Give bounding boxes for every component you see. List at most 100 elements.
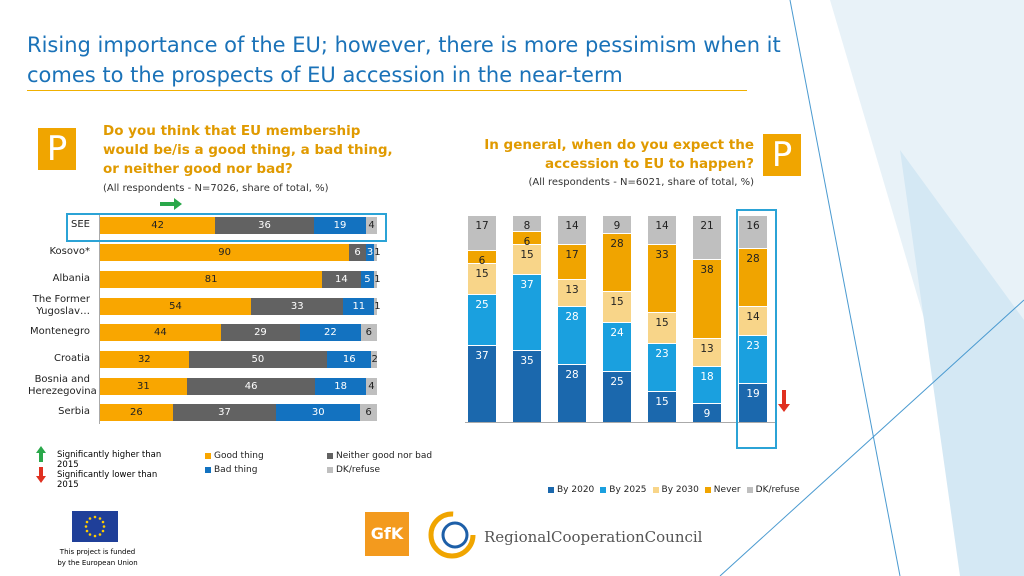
bar-segment: 37 xyxy=(172,404,277,421)
right-legend: By 2020 By 2025 By 2030 Never DK/refuse xyxy=(548,485,800,495)
legend-lower: Significantly lower than 2015 xyxy=(57,470,158,490)
category-label: The Former Yugoslav… xyxy=(32,294,90,317)
column-segment: 37 xyxy=(468,345,496,422)
column-segment: 14 xyxy=(648,215,676,244)
bar-segment: 31 xyxy=(100,378,187,395)
column-segment: 15 xyxy=(603,290,631,322)
eu-funding-text: This project is funded by the European U… xyxy=(57,548,138,567)
category-label: Serbia xyxy=(58,406,90,417)
legend-swatch xyxy=(205,453,211,459)
column-segment: 6 xyxy=(513,231,541,248)
up-arrow-icon xyxy=(160,198,182,210)
column-segment: 14 xyxy=(739,306,767,336)
bar-segment: 22 xyxy=(300,324,361,341)
left-note: (All respondents - N=7026, share of tota… xyxy=(103,183,329,194)
bar-segment: 54 xyxy=(100,298,252,315)
column-segment: 18 xyxy=(693,365,721,404)
column-segment: 16 xyxy=(739,215,767,249)
legend-item: Good thing xyxy=(205,451,327,461)
legend-swatch xyxy=(327,467,333,473)
bar-segment: 44 xyxy=(100,324,221,341)
legend-swatch xyxy=(327,453,333,459)
column-segment: 8 xyxy=(513,215,541,232)
column-segment: 28 xyxy=(603,233,631,291)
legend-swatch xyxy=(548,487,554,493)
bar-segment: 32 xyxy=(100,351,189,368)
see-highlight-right xyxy=(736,209,777,449)
left-question: Do you think that EU membership would be… xyxy=(103,123,393,177)
column-segment: 23 xyxy=(739,335,767,383)
column-segment: 15 xyxy=(648,390,676,422)
bar-segment: 6 xyxy=(360,404,377,421)
legend-swatch xyxy=(704,487,711,493)
column-segment: 28 xyxy=(558,364,586,422)
legend-item: Never xyxy=(704,485,741,495)
legend-label: DK/refuse xyxy=(336,465,381,475)
legend-label: DK/refuse xyxy=(755,485,800,495)
bar-segment: 81 xyxy=(100,271,323,288)
bar-segment: 11 xyxy=(343,298,375,315)
bar-segment: 30 xyxy=(276,404,361,421)
page-title: Rising importance of the EU; however, th… xyxy=(27,33,781,87)
p-badge-left: P xyxy=(38,128,76,170)
column-segment: 24 xyxy=(603,321,631,371)
bar-segment: 6 xyxy=(349,244,366,261)
rcc-logo-icon xyxy=(428,511,476,559)
bar-segment: 2 xyxy=(371,351,378,368)
eu-flag-logo xyxy=(72,511,118,542)
category-label: Albania xyxy=(52,273,90,284)
bar-segment: 50 xyxy=(188,351,328,368)
bar-segment: 4 xyxy=(366,217,377,234)
column-segment: 33 xyxy=(648,243,676,313)
bar-segment: 90 xyxy=(100,244,350,261)
bar-segment: 5 xyxy=(360,271,375,288)
legend-label: Bad thing xyxy=(214,465,258,475)
legend-item: By 2020 xyxy=(548,485,594,495)
legend-label: Never xyxy=(713,485,741,495)
category-label: Kosovo* xyxy=(49,246,90,257)
column-segment: 37 xyxy=(513,274,541,351)
category-label: SEE xyxy=(71,219,90,230)
column-segment: 15 xyxy=(648,312,676,344)
bar-segment: 26 xyxy=(100,404,173,421)
right-note: (All respondents - N=6021, share of tota… xyxy=(528,177,754,188)
bar-segment: 16 xyxy=(327,351,372,368)
legend-label: By 2025 xyxy=(609,485,647,495)
legend-swatch xyxy=(600,487,607,493)
legend-item: Neither good nor bad xyxy=(327,451,447,461)
down-arrow-icon xyxy=(778,390,790,412)
legend-item: Bad thing xyxy=(205,465,327,475)
y-axis xyxy=(99,214,100,424)
bar-segment: 1 xyxy=(374,298,381,315)
column-segment: 13 xyxy=(693,338,721,366)
column-segment: 17 xyxy=(468,215,496,251)
bar-segment: 33 xyxy=(251,298,344,315)
legend-label: Good thing xyxy=(214,451,264,461)
legend-label: By 2020 xyxy=(557,485,595,495)
column-segment: 38 xyxy=(693,258,721,339)
legend-swatch xyxy=(746,487,753,493)
column-segment: 13 xyxy=(558,279,586,307)
category-label: Bosnia and Herezegovina xyxy=(28,374,97,397)
gfk-logo: GfK xyxy=(365,512,409,556)
bar-segment: 4 xyxy=(365,378,377,395)
column-segment: 23 xyxy=(648,343,676,391)
legend-label: By 2030 xyxy=(661,485,699,495)
column-segment: 21 xyxy=(693,215,721,259)
category-label: Croatia xyxy=(54,353,90,364)
bar-segment: 6 xyxy=(360,324,377,341)
column-segment: 15 xyxy=(513,243,541,275)
right-question: In general, when do you expect the acces… xyxy=(484,137,754,172)
legend-swatch xyxy=(652,487,659,493)
column-segment: 6 xyxy=(468,250,496,267)
legend-item: By 2030 xyxy=(652,485,699,495)
see-highlight-left xyxy=(66,213,387,242)
p-badge-right: P xyxy=(763,134,801,176)
title-divider xyxy=(27,90,747,91)
bar-segment: 14 xyxy=(322,271,361,288)
column-segment: 25 xyxy=(603,370,631,422)
legend-swatch xyxy=(205,467,211,473)
bar-segment: 29 xyxy=(220,324,301,341)
column-segment: 19 xyxy=(739,382,767,422)
left-legend: Good thing Neither good nor bad Bad thing D… xyxy=(205,451,447,475)
